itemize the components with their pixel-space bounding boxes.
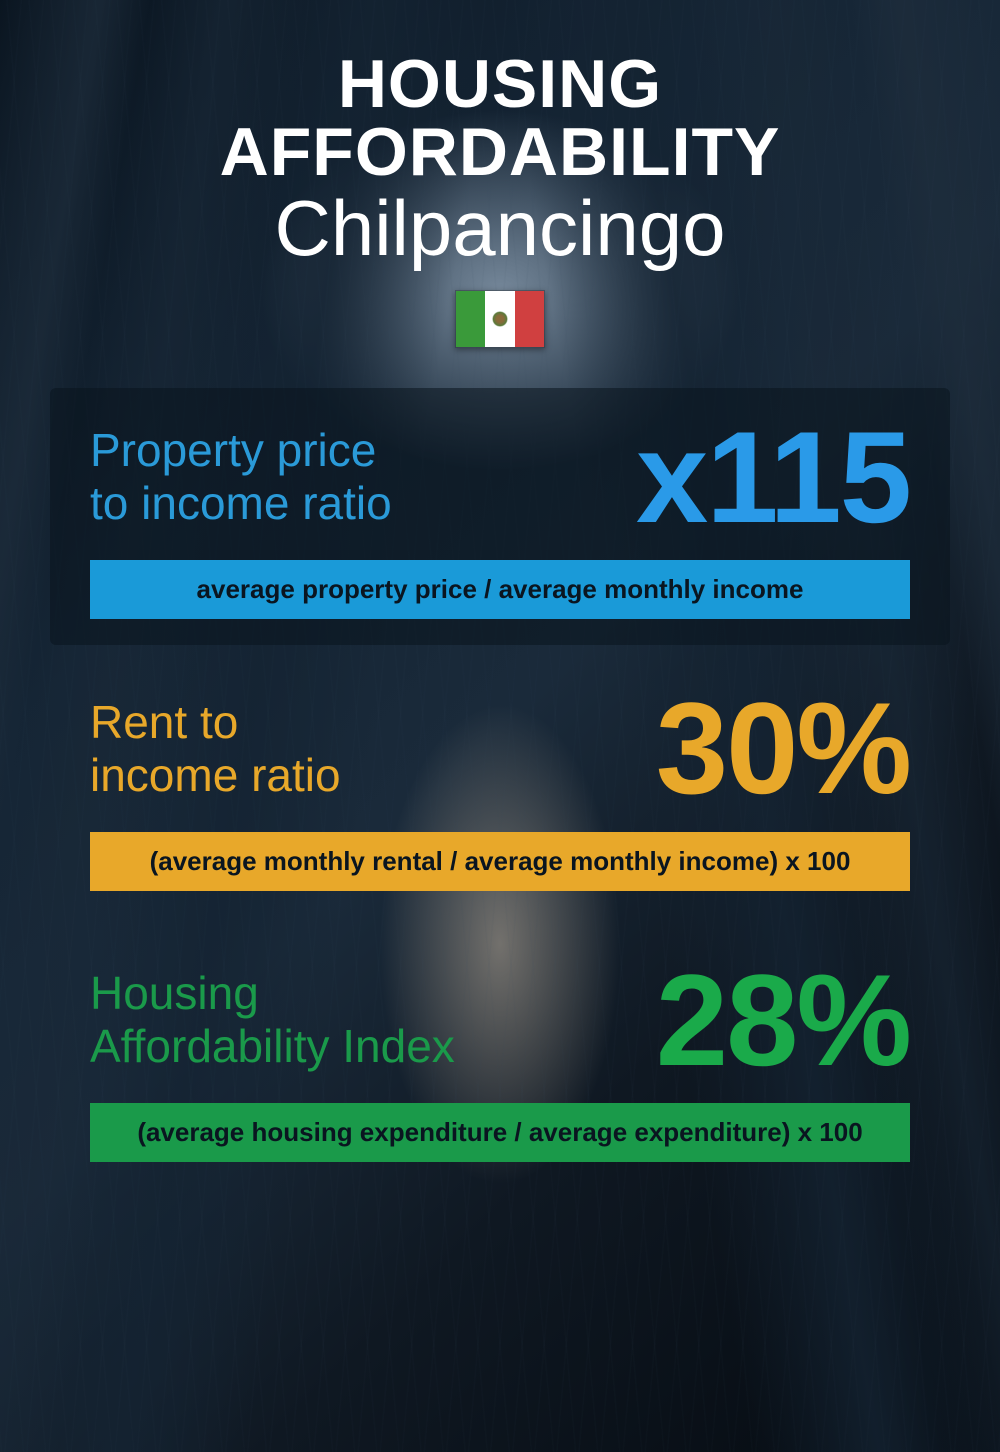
formula-bar-affordability-index: (average housing expenditure / average e…	[90, 1103, 910, 1162]
main-title: HOUSING AFFORDABILITY	[50, 50, 950, 186]
metric-row: Housing Affordability Index 28%	[90, 965, 910, 1076]
metric-card-rent-income: Rent to income ratio 30% (average monthl…	[50, 673, 950, 917]
metric-value-affordability-index: 28%	[656, 965, 910, 1076]
metric-card-property-price: Property price to income ratio x115 aver…	[50, 388, 950, 646]
metric-value-property-price: x115	[636, 422, 910, 533]
city-subtitle: Chilpancingo	[50, 186, 950, 272]
header-block: HOUSING AFFORDABILITY Chilpancingo	[50, 50, 950, 348]
formula-bar-property-price: average property price / average monthly…	[90, 560, 910, 619]
metric-row: Property price to income ratio x115	[90, 422, 910, 533]
metric-card-affordability-index: Housing Affordability Index 28% (average…	[50, 945, 950, 1189]
mexico-flag-icon	[455, 290, 545, 348]
metric-label-property-price: Property price to income ratio	[90, 424, 392, 530]
metric-label-rent-income: Rent to income ratio	[90, 696, 341, 802]
metric-value-rent-income: 30%	[656, 693, 910, 804]
metric-label-affordability-index: Housing Affordability Index	[90, 967, 455, 1073]
metric-row: Rent to income ratio 30%	[90, 693, 910, 804]
infographic-content: HOUSING AFFORDABILITY Chilpancingo Prope…	[0, 0, 1000, 1452]
formula-bar-rent-income: (average monthly rental / average monthl…	[90, 832, 910, 891]
